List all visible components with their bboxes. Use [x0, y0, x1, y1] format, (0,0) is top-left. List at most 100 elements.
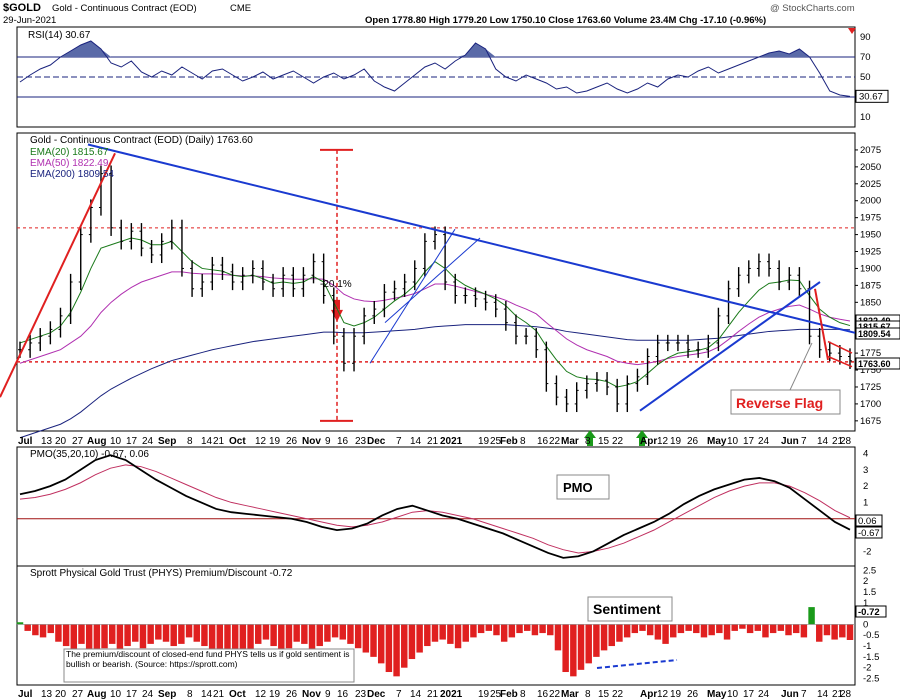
up-arrow-icon — [584, 430, 596, 438]
x-tick: 28 — [840, 436, 852, 447]
sentiment-bar — [739, 624, 746, 629]
x-tick: Feb — [500, 436, 518, 447]
sentiment-bar — [301, 624, 308, 644]
pmo-y-tick: 2 — [863, 481, 868, 492]
sentiment-bar — [155, 624, 162, 640]
sentiment-bar — [185, 624, 193, 638]
sentiment-bar — [693, 624, 700, 634]
x-tick: Mar — [561, 436, 579, 447]
sentiment-bar — [239, 624, 247, 662]
x-tick: May — [707, 436, 727, 447]
instrument-name: Gold - Continuous Contract (EOD) — [52, 3, 197, 14]
sentiment-bar — [139, 624, 147, 649]
x-tick: 17 — [743, 436, 755, 447]
pmo-tag-box — [855, 514, 883, 527]
sentiment-bar — [377, 624, 385, 664]
x-tick: 22 — [612, 689, 624, 700]
sent-y-tick: -2 — [863, 663, 871, 674]
pmo-y-tick: 3 — [863, 465, 868, 476]
pmo-tag-box — [855, 526, 883, 539]
sentiment-bar — [539, 624, 546, 634]
ema-line-2 — [19, 271, 851, 366]
sentiment-bar — [354, 624, 362, 649]
drawdown-annotation: -20.1% — [320, 279, 352, 290]
price-y-tick: 1950 — [860, 230, 881, 241]
x-tick: Dec — [367, 689, 386, 700]
symbol-label: $GOLD — [3, 2, 41, 14]
x-tick: 21 — [427, 436, 439, 447]
rsi-title: RSI(14) 30.67 — [28, 30, 91, 41]
sentiment-bar — [746, 624, 754, 634]
x-tick: 14 — [410, 689, 422, 700]
x-tick: 8 — [520, 436, 526, 447]
x-tick: 25 — [490, 436, 502, 447]
note-box — [63, 648, 355, 683]
sentiment-bar — [500, 624, 508, 642]
flag-bottom — [827, 355, 853, 368]
sentiment-bar — [677, 624, 685, 634]
sentiment-bar — [608, 624, 615, 647]
sentiment-bar — [62, 624, 70, 647]
rsi-overbought-fill — [20, 41, 850, 57]
x-tick: 24 — [142, 689, 154, 700]
sentiment-title: Sprott Physical Gold Trust (PHYS) Premiu… — [30, 568, 293, 579]
sentiment-bar — [416, 624, 423, 653]
sentiment-bar — [201, 624, 208, 647]
x-tick: 14 — [201, 689, 213, 700]
rsi-y-tick: 10 — [860, 112, 871, 123]
sentiment-bar — [385, 624, 393, 673]
sentiment-bar — [646, 624, 654, 636]
x-tick: 21 — [832, 436, 844, 447]
ema-line-1 — [19, 237, 851, 388]
sentiment-bar — [454, 624, 462, 649]
sentiment-label: Sentiment — [593, 601, 661, 617]
price-tag-value: 1763.60 — [858, 359, 891, 369]
x-tick: Dec — [367, 436, 386, 447]
x-tick: 12 — [255, 436, 267, 447]
x-tick: 7 — [801, 689, 807, 700]
flag-top — [827, 340, 853, 354]
rsi-y-tick: 70 — [860, 52, 871, 63]
sentiment-bar — [800, 624, 808, 638]
x-tick: 24 — [142, 436, 154, 447]
sentiment-bar — [70, 624, 78, 651]
sentiment-note: The premium/discount of closed-end fund … — [66, 649, 350, 669]
sent-y-tick: -1.5 — [863, 652, 879, 663]
x-tick: Nov — [302, 436, 321, 447]
x-tick: 2021 — [440, 689, 463, 700]
sentiment-bar — [362, 624, 370, 653]
x-tick: 9 — [325, 436, 331, 447]
date-label: 29-Jun-2021 — [3, 15, 56, 26]
price-y-tick: 2000 — [860, 196, 881, 207]
pmo-y-tick: -2 — [863, 546, 871, 557]
pmo-panel: -2-1012340.06-0.67 — [17, 449, 883, 559]
x-tick: 10 — [110, 689, 122, 700]
x-tick: 8 — [520, 689, 526, 700]
sentiment-bar — [593, 624, 600, 657]
x-tick: Aug — [87, 436, 106, 447]
sent-y-tick: 1 — [863, 598, 868, 609]
x-tick: 19 — [670, 436, 682, 447]
price-panel: 1675170017251750177518001825185018751900… — [0, 143, 900, 446]
rsi-y-tick: 50 — [860, 72, 871, 83]
reverse-flag-label: Reverse Flag — [736, 395, 823, 411]
sentiment-bar — [293, 624, 300, 642]
x-tick: 16 — [537, 689, 549, 700]
sentiment-bar — [32, 624, 39, 636]
sent-y-tick: 1.5 — [863, 587, 876, 598]
sentiment-bar — [700, 624, 708, 638]
price-y-tick: 1850 — [860, 297, 881, 308]
x-tick: 25 — [490, 689, 502, 700]
exchange-label: CME — [230, 3, 251, 14]
sentiment-bar — [116, 624, 124, 651]
sentiment-bar — [124, 624, 131, 647]
sentiment-bar — [278, 624, 285, 655]
sentiment-bar — [731, 624, 738, 631]
flag-pole — [814, 288, 829, 361]
x-tick: 8 — [585, 436, 591, 447]
x-tick: 14 — [410, 436, 422, 447]
x-tick: 12 — [657, 436, 669, 447]
sentiment-bar — [401, 624, 408, 668]
sent-y-tick: -2.5 — [863, 674, 879, 685]
